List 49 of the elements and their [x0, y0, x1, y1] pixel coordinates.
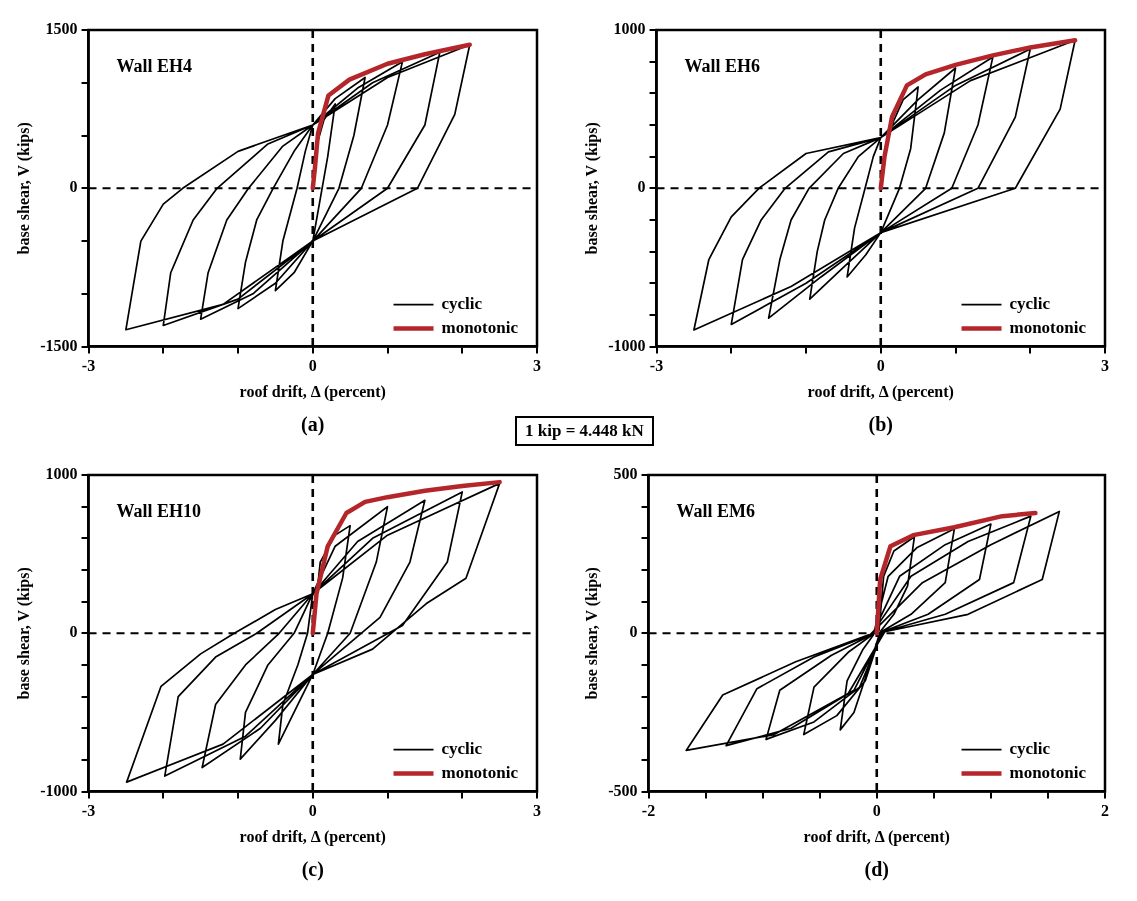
text: Wall EH4	[116, 56, 193, 76]
text: Wall EH6	[684, 56, 761, 76]
y-axis-title: base shear, V (kips)	[14, 567, 33, 700]
x-tick-label: 0	[876, 357, 885, 375]
y-tick-label: -500	[608, 781, 638, 799]
y-tick-label: 1000	[45, 465, 78, 483]
text: (c)	[301, 858, 324, 881]
y-tick-label: 0	[69, 178, 78, 196]
x-tick-label: -2	[641, 802, 656, 820]
x-tick-label: 2	[1101, 802, 1109, 820]
text: 1 kip = 4.448 kN	[515, 416, 654, 446]
x-tick-label: 0	[872, 802, 881, 820]
y-tick-label: 1500	[45, 20, 78, 38]
legend-label: monotonic	[1009, 317, 1087, 337]
x-axis-title: roof drift, Δ (percent)	[807, 382, 954, 401]
text: (b)	[868, 413, 893, 436]
x-tick-label: 3	[533, 357, 541, 375]
x-tick-label: -3	[649, 357, 664, 375]
y-tick-label: 0	[69, 623, 78, 641]
text: Wall EH10	[116, 501, 202, 521]
legend-label: monotonic	[441, 317, 519, 337]
legend-label: cyclic	[441, 293, 483, 313]
y-tick-label: -1000	[40, 781, 78, 799]
x-tick-label: 3	[533, 802, 541, 820]
x-tick-label: 3	[1101, 357, 1109, 375]
legend-label: cyclic	[441, 738, 483, 758]
y-axis-title: base shear, V (kips)	[582, 567, 601, 700]
y-tick-label: -1500	[40, 336, 78, 354]
y-tick-label: -1000	[608, 336, 646, 354]
text: Wall EM6	[676, 501, 756, 521]
y-tick-label: 1000	[613, 20, 646, 38]
y-tick-label: 0	[629, 623, 638, 641]
y-axis-title: base shear, V (kips)	[582, 122, 601, 255]
legend-label: cyclic	[1009, 293, 1051, 313]
y-tick-label: 500	[613, 465, 638, 483]
y-tick-label: 0	[637, 178, 646, 196]
y-axis-title: base shear, V (kips)	[14, 122, 33, 255]
x-tick-label: 0	[308, 802, 317, 820]
x-tick-label: 0	[308, 357, 317, 375]
legend-label: monotonic	[1009, 762, 1087, 782]
x-tick-label: -3	[81, 357, 96, 375]
x-tick-label: -3	[81, 802, 96, 820]
text: (d)	[864, 858, 889, 881]
legend-label: monotonic	[441, 762, 519, 782]
legend-label: cyclic	[1009, 738, 1051, 758]
x-axis-title: roof drift, Δ (percent)	[239, 382, 386, 401]
text: (a)	[301, 413, 325, 436]
x-axis-title: roof drift, Δ (percent)	[239, 827, 386, 846]
x-axis-title: roof drift, Δ (percent)	[803, 827, 950, 846]
